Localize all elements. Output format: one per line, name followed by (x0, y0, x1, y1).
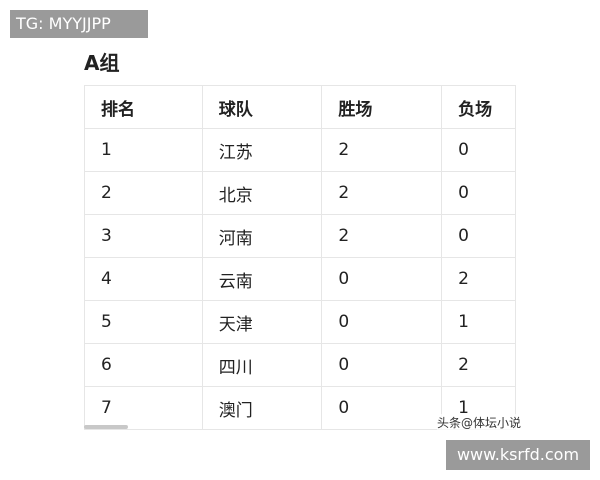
header-cell: 球队 (201, 85, 323, 129)
watermark: TG: MYYJJPP (10, 10, 148, 38)
table-cell: 4 (84, 257, 203, 301)
table-cell: 1 (84, 128, 203, 172)
standings-table: 排名 球队 胜场 负场 1 江苏 2 0 2 北京 2 0 3 河南 2 0 4 云南 0 2 5 天津 0 1 6 四川 0 2 7… (84, 85, 516, 430)
table-cell: 2 (321, 171, 443, 215)
table-row: 4 云南 0 2 (84, 257, 516, 301)
table-cell: 7 (84, 386, 203, 430)
table-cell: 0 (321, 257, 443, 301)
table-cell: 天津 (201, 300, 323, 344)
table-cell: 2 (321, 128, 443, 172)
group-title: A组 (84, 51, 120, 75)
table-cell: 2 (441, 343, 516, 387)
table-cell: 2 (441, 257, 516, 301)
table-row: 1 江苏 2 0 (84, 128, 516, 172)
table-cell: 0 (441, 214, 516, 258)
table-cell: 5 (84, 300, 203, 344)
source-mark: 头条@体坛小说 (437, 414, 522, 431)
table-body: 1 江苏 2 0 2 北京 2 0 3 河南 2 0 4 云南 0 2 5 天津 0 1 6 四川 0 2 7 澳门 0 1 (84, 128, 516, 430)
table-cell: 1 (441, 300, 516, 344)
table-row: 2 北京 2 0 (84, 171, 516, 215)
table-cell: 2 (84, 171, 203, 215)
table-cell: 2 (321, 214, 443, 258)
table-cell: 0 (321, 386, 443, 430)
header-row: 排名 球队 胜场 负场 (84, 85, 516, 129)
table-cell: 河南 (201, 214, 323, 258)
table-row: 3 河南 2 0 (84, 214, 516, 258)
table-row: 6 四川 0 2 (84, 343, 516, 387)
table-cell: 北京 (201, 171, 323, 215)
table-cell: 云南 (201, 257, 323, 301)
table-cell: 0 (441, 128, 516, 172)
table-cell: 0 (321, 343, 443, 387)
header-cell: 负场 (441, 85, 516, 129)
scrollbar (84, 425, 128, 429)
table-cell: 江苏 (201, 128, 323, 172)
table-cell: 6 (84, 343, 203, 387)
table-cell: 澳门 (201, 386, 323, 430)
table-row: 5 天津 0 1 (84, 300, 516, 344)
table-cell: 3 (84, 214, 203, 258)
header-cell: 排名 (84, 85, 203, 129)
table-cell: 0 (321, 300, 443, 344)
header-cell: 胜场 (321, 85, 443, 129)
table-cell: 0 (441, 171, 516, 215)
table-cell: 四川 (201, 343, 323, 387)
watermark: www.ksrfd.com (446, 440, 590, 470)
